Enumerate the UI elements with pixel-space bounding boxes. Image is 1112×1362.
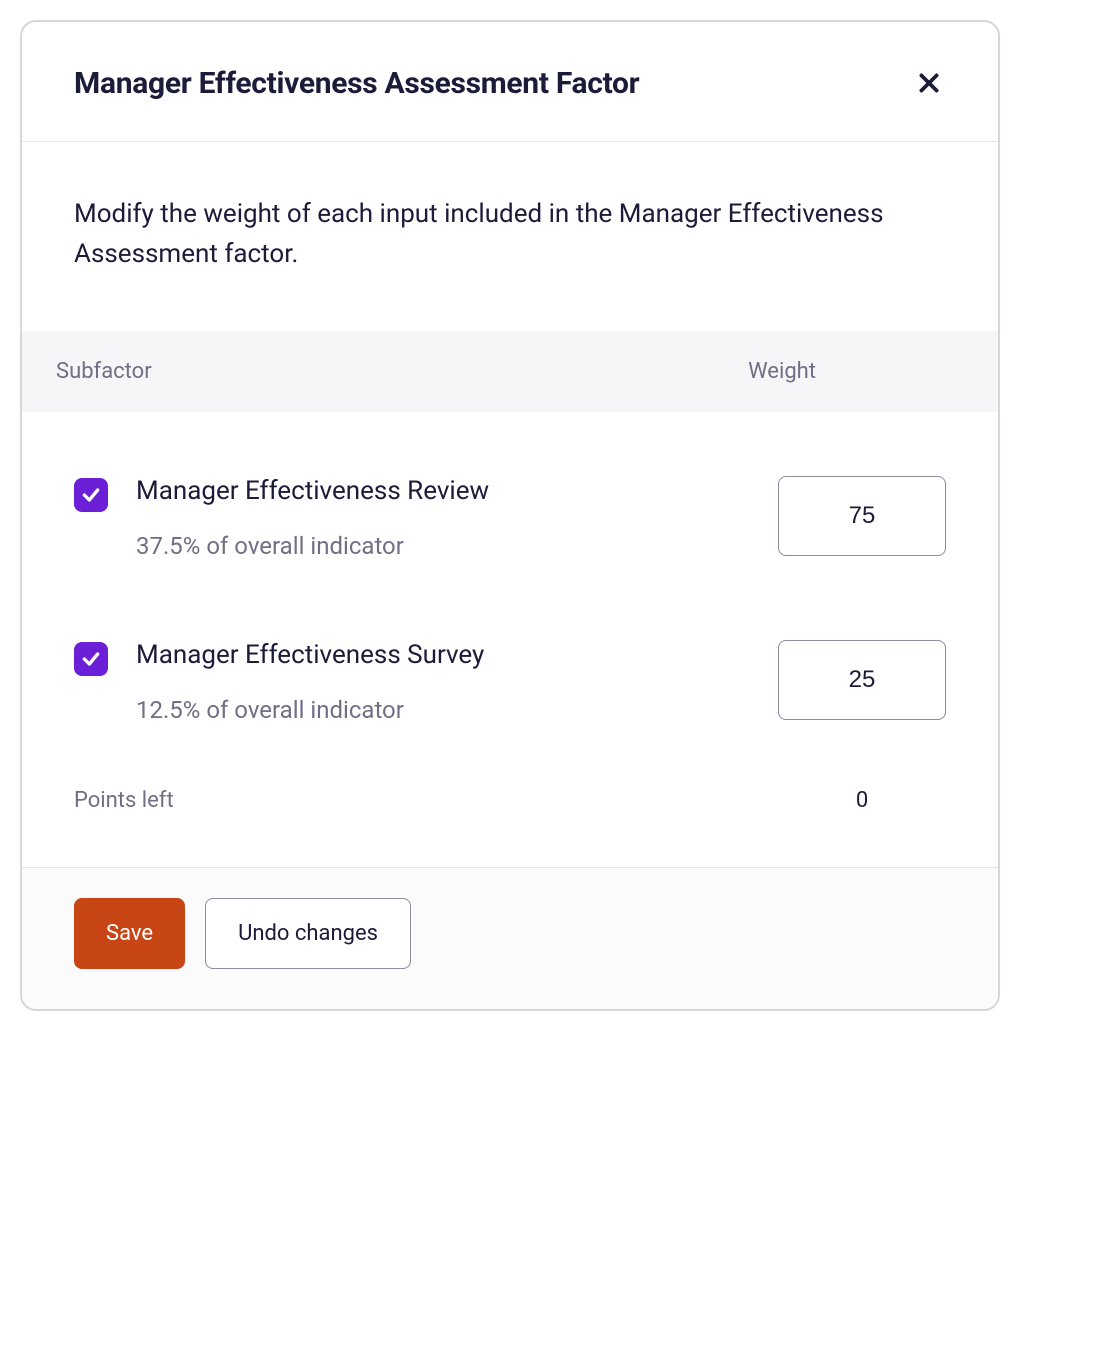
- subfactor-text: Manager Effectiveness Review 37.5% of ov…: [136, 476, 750, 560]
- subfactor-checkbox[interactable]: [74, 478, 108, 512]
- subfactor-sublabel: 37.5% of overall indicator: [136, 532, 750, 560]
- subfactor-checkbox[interactable]: [74, 642, 108, 676]
- subfactor-label: Manager Effectiveness Survey: [136, 640, 750, 670]
- modal-description: Modify the weight of each input included…: [22, 142, 998, 331]
- save-button[interactable]: Save: [74, 898, 185, 969]
- check-icon: [81, 485, 101, 505]
- close-button[interactable]: [912, 66, 946, 100]
- subfactor-row: Manager Effectiveness Survey 12.5% of ov…: [74, 596, 946, 760]
- weight-input[interactable]: [778, 640, 946, 720]
- modal-body: Modify the weight of each input included…: [22, 142, 998, 867]
- modal-header: Manager Effectiveness Assessment Factor: [22, 22, 998, 142]
- column-header-weight: Weight: [748, 359, 946, 384]
- check-icon: [81, 649, 101, 669]
- points-left-row: Points left 0: [74, 760, 946, 857]
- undo-changes-button[interactable]: Undo changes: [205, 898, 411, 969]
- weight-input[interactable]: [778, 476, 946, 556]
- rows-container: Manager Effectiveness Review 37.5% of ov…: [22, 412, 998, 867]
- table-header: Subfactor Weight: [22, 331, 998, 412]
- modal-title: Manager Effectiveness Assessment Factor: [74, 66, 639, 101]
- subfactor-label: Manager Effectiveness Review: [136, 476, 750, 506]
- factor-modal: Manager Effectiveness Assessment Factor …: [20, 20, 1000, 1011]
- points-left-value: 0: [778, 788, 946, 813]
- subfactor-sublabel: 12.5% of overall indicator: [136, 696, 750, 724]
- close-icon: [916, 70, 942, 96]
- column-header-subfactor: Subfactor: [56, 359, 152, 384]
- subfactor-text: Manager Effectiveness Survey 12.5% of ov…: [136, 640, 750, 724]
- subfactor-row: Manager Effectiveness Review 37.5% of ov…: [74, 432, 946, 596]
- modal-footer: Save Undo changes: [22, 867, 998, 1009]
- points-left-label: Points left: [74, 788, 174, 813]
